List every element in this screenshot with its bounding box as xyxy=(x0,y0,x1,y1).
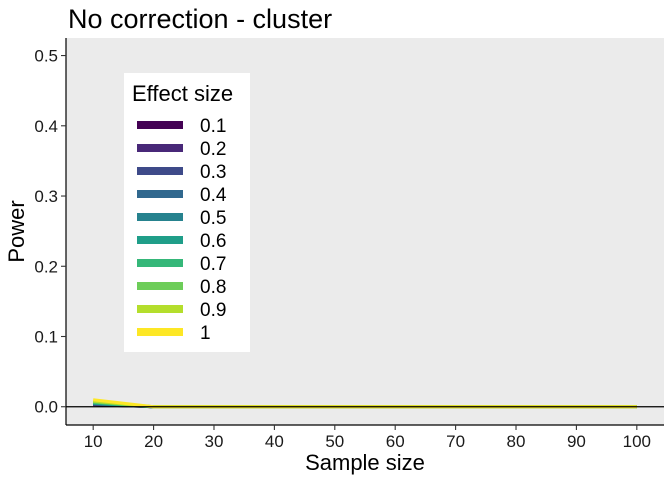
legend-label-10: 1 xyxy=(200,323,211,344)
legend-items: 0.10.20.30.40.50.60.70.80.91 xyxy=(137,116,227,344)
legend-label-2: 0.2 xyxy=(200,139,226,160)
legend-key-8 xyxy=(137,282,183,290)
x-tick-label: 80 xyxy=(507,432,526,451)
x-axis-ticks: 10 20 30 40 50 60 70 80 90 100 xyxy=(84,425,651,451)
y-tick-label: 0.0 xyxy=(34,398,58,417)
legend-label-5: 0.5 xyxy=(200,208,226,229)
legend-key-1 xyxy=(137,121,183,129)
x-tick-label: 40 xyxy=(265,432,284,451)
legend-key-10 xyxy=(137,328,183,336)
legend-key-5 xyxy=(137,213,183,221)
chart-title: No correction - cluster xyxy=(68,4,332,34)
legend-label-8: 0.8 xyxy=(200,277,226,298)
legend-label-1: 0.1 xyxy=(200,116,226,137)
x-axis-title: Sample size xyxy=(305,450,425,475)
legend-key-7 xyxy=(137,259,183,267)
y-tick-label: 0.1 xyxy=(34,328,58,347)
x-tick-label: 70 xyxy=(446,432,465,451)
x-tick-label: 30 xyxy=(205,432,224,451)
legend-key-6 xyxy=(137,236,183,244)
y-tick-label: 0.3 xyxy=(34,187,58,206)
legend-key-4 xyxy=(137,190,183,198)
x-tick-label: 10 xyxy=(84,432,103,451)
legend-key-3 xyxy=(137,167,183,175)
x-tick-label: 20 xyxy=(144,432,163,451)
y-axis-title: Power xyxy=(4,200,29,262)
legend-key-9 xyxy=(137,305,183,313)
x-tick-label: 90 xyxy=(567,432,586,451)
legend: Effect size 0.10.20.30.40.50.60.70.80.91 xyxy=(124,73,250,352)
x-tick-label: 50 xyxy=(325,432,344,451)
legend-label-9: 0.9 xyxy=(200,300,226,321)
y-tick-label: 0.5 xyxy=(34,47,58,66)
y-axis-ticks: 0.0 0.1 0.2 0.3 0.4 0.5 xyxy=(34,47,66,417)
y-tick-label: 0.4 xyxy=(34,117,58,136)
legend-key-2 xyxy=(137,144,183,152)
y-tick-label: 0.2 xyxy=(34,257,58,276)
x-tick-label: 60 xyxy=(386,432,405,451)
legend-label-4: 0.4 xyxy=(200,185,227,206)
legend-label-3: 0.3 xyxy=(200,162,226,183)
legend-title: Effect size xyxy=(132,81,233,106)
x-tick-label: 100 xyxy=(623,432,651,451)
legend-label-6: 0.6 xyxy=(200,231,226,252)
legend-label-7: 0.7 xyxy=(200,254,226,275)
